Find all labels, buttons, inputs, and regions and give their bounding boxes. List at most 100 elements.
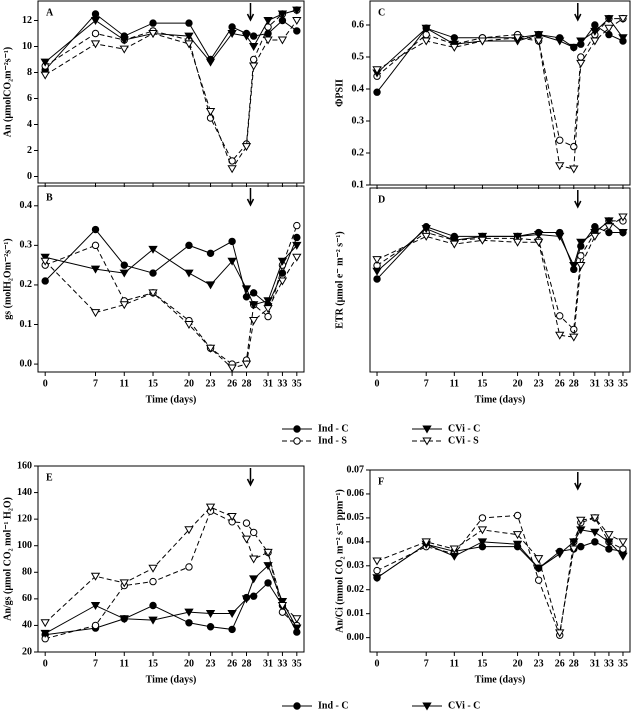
data-point — [372, 256, 382, 265]
x-tick-label: 26 — [555, 378, 565, 389]
data-point — [40, 629, 50, 638]
data-point — [249, 43, 259, 51]
x-tick-label: 31 — [590, 658, 600, 669]
data-point — [148, 245, 158, 254]
data-point — [590, 229, 600, 238]
data-point — [205, 108, 216, 116]
data-point — [120, 261, 128, 269]
data-point — [228, 237, 236, 246]
x-tick-label: 28 — [569, 658, 579, 669]
y-tick-label: 80 — [22, 567, 32, 578]
y-tick-label: 160 — [17, 460, 32, 471]
y-tick-label: 120 — [17, 513, 32, 524]
data-point — [40, 257, 50, 266]
data-point — [577, 252, 585, 260]
data-point — [90, 265, 101, 274]
data-point — [90, 309, 101, 318]
panel-letter: A — [46, 7, 54, 18]
y-tick-label: 0.3 — [352, 115, 365, 126]
data-point — [569, 165, 579, 174]
data-point — [618, 229, 628, 238]
data-point — [604, 24, 614, 33]
data-point — [293, 221, 301, 230]
data-point — [555, 629, 565, 638]
data-point — [227, 165, 237, 174]
series-line — [376, 514, 624, 638]
panel: C ΦPSII 0.1 0.2 0.3 0.4 0.5 0.6 — [334, 0, 631, 190]
data-point — [591, 21, 599, 29]
arrow — [246, 188, 255, 207]
data-point — [293, 233, 301, 242]
data-point — [590, 232, 600, 241]
data-point — [512, 540, 523, 549]
data-point — [604, 531, 614, 540]
data-point — [242, 519, 251, 527]
data-point — [227, 257, 237, 266]
y-tick-label: 0.3 — [20, 240, 33, 251]
series-line — [44, 9, 297, 63]
data-point — [184, 321, 194, 330]
y-axis-label: An/Ci (mmol CO₂ m⁻² s⁻¹ ppm⁻¹) — [334, 489, 345, 633]
data-point — [241, 595, 252, 604]
data-point — [534, 576, 543, 584]
data-point — [228, 625, 236, 634]
y-tick-label: 100 — [17, 540, 32, 551]
data-point — [205, 58, 216, 67]
data-point — [292, 624, 302, 633]
data-point — [576, 59, 586, 68]
x-tick-label: 35 — [292, 658, 302, 669]
x-tick-label: 0 — [375, 378, 380, 389]
panel: A An (μmolCO₂m⁻²s⁻¹) 0 2 4 6 8 10 12 — [2, 0, 305, 187]
data-point — [148, 289, 158, 298]
legend-label: Ind - C — [318, 700, 349, 711]
data-point — [372, 66, 382, 75]
y-tick-label: 0.05 — [347, 512, 365, 523]
data-point — [90, 17, 101, 25]
x-tick-label: 33 — [604, 378, 614, 389]
y-axis-label: An/gs (μmol CO₂ mol⁻¹ H₂O) — [2, 497, 13, 621]
x-tick-label: 0 — [43, 658, 48, 669]
legend-label: CVi - C — [448, 700, 480, 711]
data-point — [449, 43, 459, 52]
x-tick-label: 35 — [618, 378, 628, 389]
data-point — [277, 257, 288, 266]
plot-frame — [369, 0, 631, 186]
series-line — [44, 9, 297, 162]
data-point — [241, 32, 252, 41]
legend-label: Ind - C — [318, 423, 349, 434]
x-tick-label: 33 — [604, 658, 614, 669]
y-tick-label: 2 — [27, 145, 32, 156]
data-point — [292, 253, 302, 262]
x-tick-label: 31 — [263, 658, 273, 669]
x-tick-label: 15 — [148, 658, 158, 669]
data-point — [206, 623, 215, 631]
plot-frame — [369, 187, 631, 373]
data-point — [91, 29, 100, 38]
x-tick-label: 23 — [534, 378, 544, 389]
panel-letter: F — [378, 476, 384, 487]
data-point — [421, 232, 431, 241]
panel-letter: D — [378, 194, 385, 205]
data-point — [40, 58, 50, 67]
series-line — [376, 529, 624, 579]
series-line — [45, 245, 298, 306]
series-line — [44, 228, 298, 306]
y-tick-label: 0.5 — [352, 51, 365, 62]
data-point — [577, 542, 585, 551]
plot-frame — [37, 465, 305, 653]
x-tick-label: 15 — [148, 378, 158, 389]
data-point — [185, 563, 193, 571]
y-tick-label: 20 — [22, 646, 32, 657]
x-tick-label: 20 — [513, 658, 523, 669]
y-tick-label: 0.01 — [347, 608, 365, 619]
data-point — [277, 598, 288, 607]
data-point — [590, 27, 600, 36]
data-point — [264, 312, 272, 321]
data-point — [149, 269, 157, 277]
data-point — [91, 241, 100, 250]
x-tick-label: 7 — [93, 378, 98, 389]
data-point — [555, 37, 565, 46]
x-tick-label: 31 — [590, 378, 600, 389]
data-point — [421, 538, 431, 547]
plot-frame — [37, 0, 305, 184]
